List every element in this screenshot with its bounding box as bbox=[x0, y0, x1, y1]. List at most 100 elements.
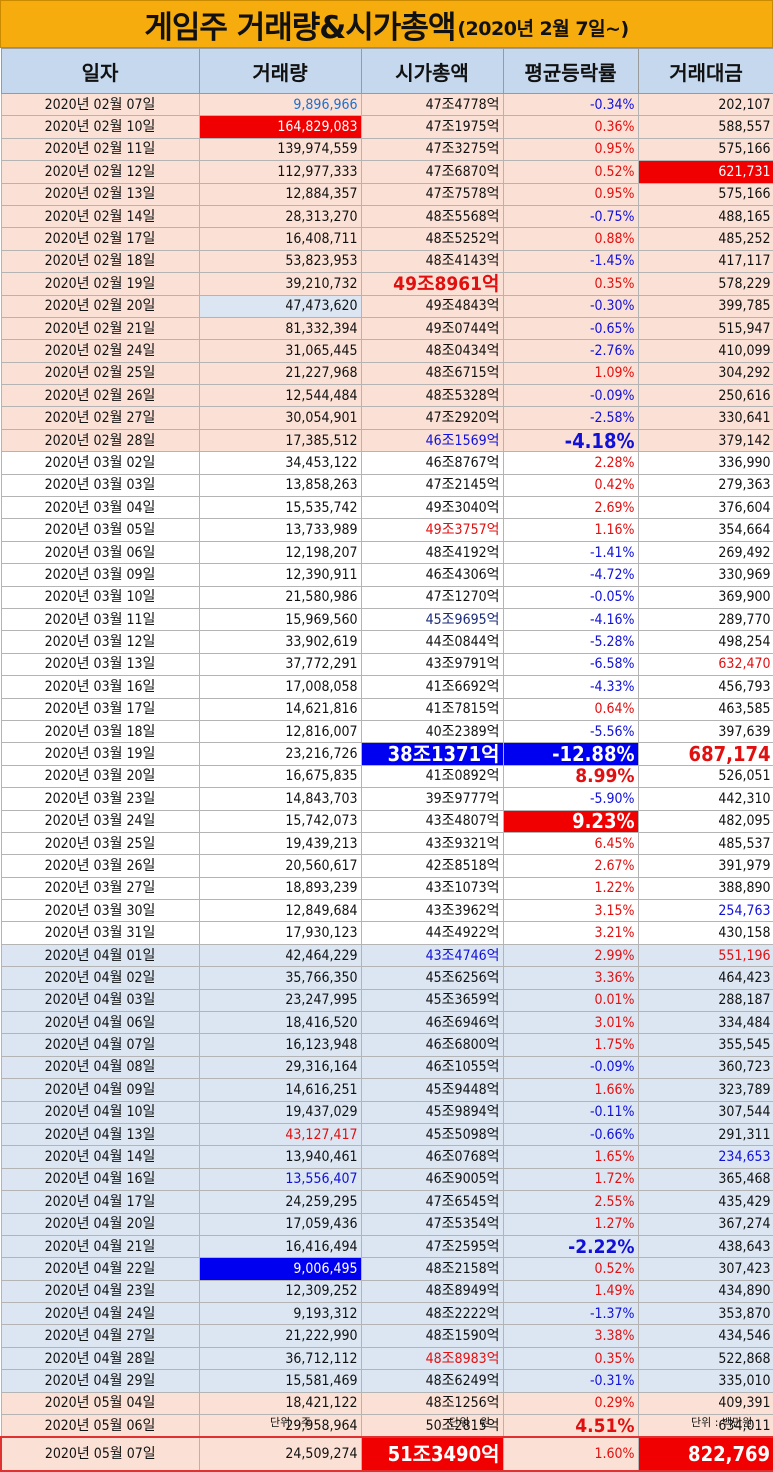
cell-avg-change: -4.18% bbox=[502, 428, 639, 453]
cell-market-cap: 48조6249억 bbox=[360, 1369, 504, 1393]
table-row: 2020년 03월 09일 12,390,911 46조4306억 -4.72% 330… bbox=[0, 563, 773, 587]
table-row: 2020년 04월 21일 16,416,494 47조2595억 -2.22% 438… bbox=[0, 1234, 773, 1259]
cell-volume: 12,198,207 bbox=[198, 540, 362, 565]
cell-volume: 20,560,617 bbox=[198, 854, 362, 878]
cell-market-cap: 48조8983억 bbox=[360, 1346, 504, 1371]
header-avg-change: 평균등락률 bbox=[502, 48, 639, 94]
cell-date: 2020년 04월 09일 bbox=[0, 1078, 200, 1102]
table-row: 2020년 04월 03일 23,247,995 45조3659억 0.01% 288,… bbox=[0, 988, 773, 1013]
cell-date: 2020년 03월 26일 bbox=[0, 854, 200, 878]
cell-trade-amount: 456,793 bbox=[637, 675, 773, 699]
cell-trade-amount: 367,274 bbox=[637, 1212, 773, 1236]
cell-date: 2020년 02월 27일 bbox=[0, 406, 200, 430]
cell-date: 2020년 04월 17일 bbox=[0, 1190, 200, 1214]
cell-avg-change: -0.09% bbox=[502, 384, 639, 408]
cell-avg-change: 9.23% bbox=[502, 809, 639, 833]
cell-date: 2020년 04월 20일 bbox=[0, 1212, 200, 1236]
cell-avg-change: 2.28% bbox=[502, 451, 639, 475]
cell-avg-change: -2.58% bbox=[502, 406, 639, 430]
cell-date: 2020년 03월 18일 bbox=[0, 719, 200, 744]
cell-avg-change: -0.30% bbox=[502, 294, 639, 318]
table-row: 2020년 02월 26일 12,544,484 48조5328억 -0.09% 250… bbox=[0, 384, 773, 408]
cell-volume: 14,621,816 bbox=[198, 697, 362, 721]
cell-date: 2020년 04월 06일 bbox=[0, 1011, 200, 1035]
cell-trade-amount: 687,174 bbox=[637, 742, 773, 766]
table-row: 2020년 02월 17일 16,408,711 48조5252억 0.88% 485,… bbox=[0, 227, 773, 251]
cell-volume: 164,829,083 bbox=[198, 115, 362, 139]
table-row: 2020년 03월 19일 23,216,726 38조1371억 -12.88% 68… bbox=[0, 742, 773, 766]
table-row: 2020년 04월 20일 17,059,436 47조5354억 1.27% 367,… bbox=[0, 1212, 773, 1236]
cell-market-cap: 46조9005억 bbox=[360, 1167, 504, 1192]
table-row: 2020년 04월 01일 42,464,229 43조4746억 2.99% 551,… bbox=[0, 943, 773, 968]
table-row: 2020년 02월 12일 112,977,333 47조6870억 0.52% 621… bbox=[0, 160, 773, 184]
cell-avg-change: 8.99% bbox=[502, 764, 639, 789]
cell-date: 2020년 03월 24일 bbox=[0, 809, 200, 833]
cell-volume: 139,974,559 bbox=[198, 137, 362, 162]
cell-avg-change: 0.52% bbox=[502, 1257, 639, 1281]
table-row: 2020년 03월 25일 19,439,213 43조9321억 6.45% 485,… bbox=[0, 831, 773, 856]
cell-volume: 12,884,357 bbox=[198, 182, 362, 206]
cell-avg-change: 3.21% bbox=[502, 921, 639, 945]
cell-market-cap: 45조9448억 bbox=[360, 1078, 504, 1102]
cell-volume: 47,473,620 bbox=[198, 294, 362, 318]
cell-volume: 15,742,073 bbox=[198, 809, 362, 833]
cell-trade-amount: 269,492 bbox=[637, 540, 773, 565]
cell-trade-amount: 397,639 bbox=[637, 719, 773, 744]
cell-date: 2020년 03월 06일 bbox=[0, 540, 200, 565]
cell-volume: 9,193,312 bbox=[198, 1302, 362, 1326]
table-row: 2020년 03월 31일 17,930,123 44조4922억 3.21% 430,… bbox=[0, 921, 773, 945]
cell-date: 2020년 04월 27일 bbox=[0, 1324, 200, 1348]
cell-trade-amount: 323,789 bbox=[637, 1078, 773, 1102]
table-row: 2020년 02월 25일 21,227,968 48조6715억 1.09% 304,… bbox=[0, 361, 773, 386]
cell-avg-change: 1.60% bbox=[502, 1436, 639, 1472]
cell-market-cap: 45조9695억 bbox=[360, 607, 504, 632]
cell-trade-amount: 388,890 bbox=[637, 876, 773, 901]
cell-avg-change: 1.22% bbox=[502, 876, 639, 901]
cell-market-cap: 48조6715억 bbox=[360, 361, 504, 386]
cell-volume: 14,843,703 bbox=[198, 787, 362, 811]
cell-market-cap: 44조4922억 bbox=[360, 921, 504, 945]
cell-date: 2020년 03월 04일 bbox=[0, 496, 200, 520]
cell-trade-amount: 485,537 bbox=[637, 831, 773, 856]
table-row: 2020년 03월 20일 16,675,835 41조0892억 8.99% 526,… bbox=[0, 764, 773, 789]
cell-date: 2020년 02월 19일 bbox=[0, 272, 200, 296]
cell-market-cap: 47조5354억 bbox=[360, 1212, 504, 1236]
cell-market-cap: 41조6692억 bbox=[360, 675, 504, 699]
cell-market-cap: 47조4778억 bbox=[360, 92, 504, 117]
cell-trade-amount: 304,292 bbox=[637, 361, 773, 386]
cell-trade-amount: 234,653 bbox=[637, 1145, 773, 1169]
cell-volume: 35,766,350 bbox=[198, 966, 362, 990]
cell-volume: 21,227,968 bbox=[198, 361, 362, 386]
cell-date: 2020년 05월 04일 bbox=[0, 1391, 200, 1416]
cell-trade-amount: 434,546 bbox=[637, 1324, 773, 1348]
table-row: 2020년 04월 07일 16,123,948 46조6800억 1.75% 355,… bbox=[0, 1033, 773, 1057]
cell-trade-amount: 376,604 bbox=[637, 496, 773, 520]
cell-volume: 18,421,122 bbox=[198, 1391, 362, 1416]
cell-market-cap: 47조1975억 bbox=[360, 115, 504, 139]
cell-market-cap: 47조6545억 bbox=[360, 1190, 504, 1214]
cell-avg-change: -1.41% bbox=[502, 540, 639, 565]
cell-market-cap: 38조1371억 bbox=[360, 742, 504, 766]
cell-date: 2020년 05월 06일 bbox=[0, 1414, 200, 1438]
cell-market-cap: 41조7815억 bbox=[360, 697, 504, 721]
cell-avg-change: 1.72% bbox=[502, 1167, 639, 1192]
cell-volume: 12,309,252 bbox=[198, 1279, 362, 1304]
table-row: 2020년 04월 09일 14,616,251 45조9448억 1.66% 323,… bbox=[0, 1078, 773, 1102]
cell-date: 2020년 03월 09일 bbox=[0, 563, 200, 587]
table-row: 2020년 04월 27일 21,222,990 48조1590억 3.38% 434,… bbox=[0, 1324, 773, 1348]
cell-avg-change: 2.99% bbox=[502, 943, 639, 968]
cell-trade-amount: 254,763 bbox=[637, 899, 773, 923]
cell-market-cap: 49조0744억 bbox=[360, 316, 504, 341]
cell-avg-change: 0.52% bbox=[502, 160, 639, 184]
cell-avg-change: 0.35% bbox=[502, 1346, 639, 1371]
cell-trade-amount: 522,868 bbox=[637, 1346, 773, 1371]
cell-volume: 14,616,251 bbox=[198, 1078, 362, 1102]
cell-market-cap: 49조8961억 bbox=[360, 272, 504, 296]
cell-market-cap: 46조4306억 bbox=[360, 563, 504, 587]
cell-volume: 9,896,966 bbox=[198, 92, 362, 117]
cell-date: 2020년 03월 16일 bbox=[0, 675, 200, 699]
cell-market-cap: 43조9791억 bbox=[360, 652, 504, 677]
cell-trade-amount: 391,979 bbox=[637, 854, 773, 878]
cell-volume: 112,977,333 bbox=[198, 160, 362, 184]
cell-avg-change: 3.15% bbox=[502, 899, 639, 923]
